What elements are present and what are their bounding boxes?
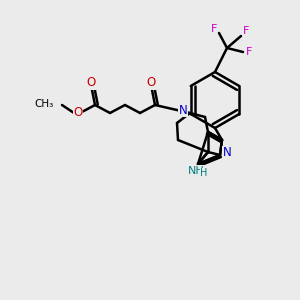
Text: NH: NH: [188, 166, 204, 176]
Text: F: F: [246, 47, 252, 57]
Text: F: F: [211, 24, 217, 34]
Text: F: F: [243, 26, 249, 36]
Text: N: N: [178, 103, 188, 116]
Text: N: N: [223, 146, 231, 160]
Text: O: O: [146, 76, 156, 89]
Text: CH₃: CH₃: [35, 99, 54, 109]
Text: O: O: [74, 106, 82, 118]
Text: O: O: [86, 76, 96, 89]
Text: H: H: [200, 168, 208, 178]
